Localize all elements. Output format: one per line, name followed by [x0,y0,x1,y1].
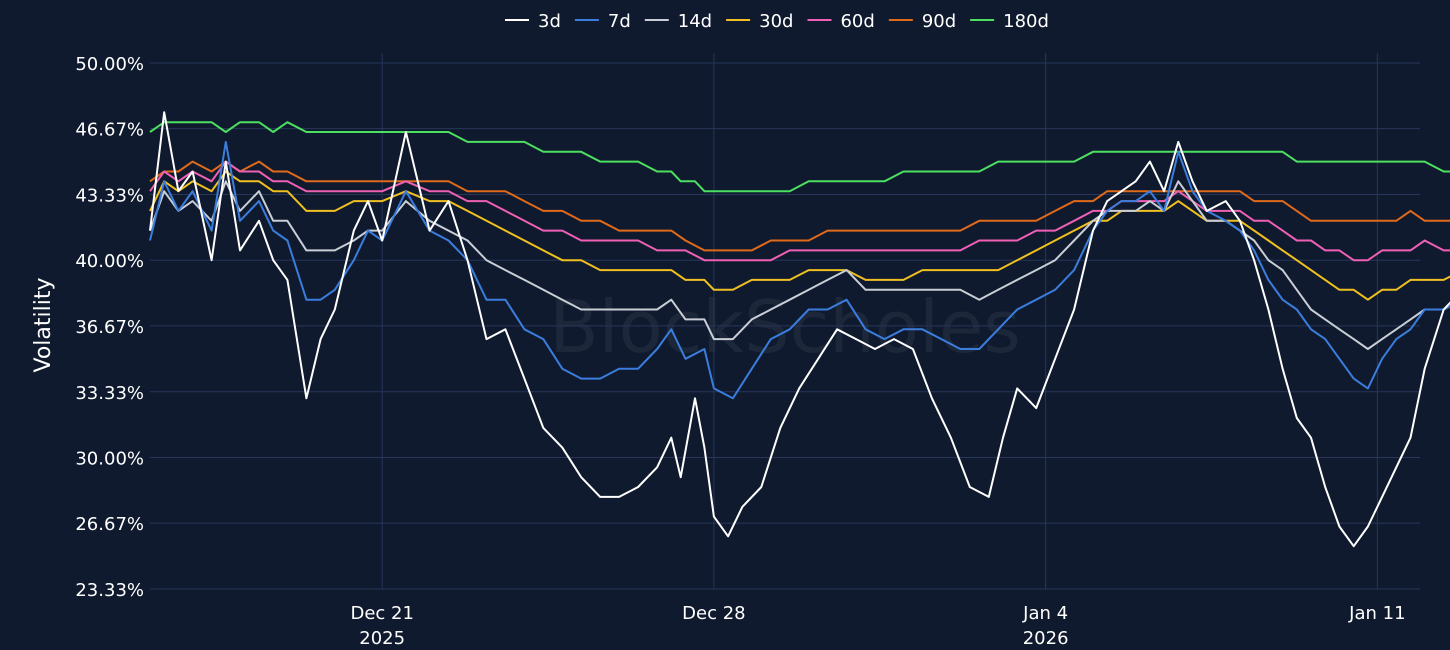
x-tick-label: Jan 4 [1022,603,1068,624]
x-tick-year-label: 2026 [1023,628,1069,649]
y-tick-label: 23.33% [75,580,144,601]
series-line-30d [149,170,1450,301]
y-tick-label: 26.67% [75,514,144,535]
legend-label-180d: 180d [1003,11,1049,32]
series-lines [149,111,1450,548]
legend-label-3d: 3d [538,11,561,32]
legend-label-30d: 30d [759,11,793,32]
x-axis-ticks: Dec 21 2025 Dec 28 Jan 4 2026 Jan 11 [350,603,1405,649]
y-tick-label: 43.33% [75,186,144,207]
y-tick-label: 46.67% [75,120,144,141]
grid-lines [150,53,1420,590]
x-tick-label: Dec 28 [682,603,745,624]
x-tick-year-label: 2025 [359,628,405,649]
series-line-14d [149,180,1450,350]
y-axis-title: Volatility [31,277,56,372]
series-line-180d [149,121,1450,193]
y-tick-label: 36.67% [75,317,144,338]
y-tick-label: 50.00% [75,54,144,75]
legend-label-7d: 7d [608,11,631,32]
x-tick-label: Jan 11 [1348,603,1405,624]
y-tick-label: 33.33% [75,383,144,404]
series-line-90d [149,160,1450,252]
y-tick-label: 40.00% [75,251,144,272]
series-line-60d [149,160,1450,262]
y-axis-ticks: 50.00% 46.67% 43.33% 40.00% 36.67% 33.33% 30.0… [75,54,144,601]
series-line-7d [149,140,1450,400]
y-tick-label: 30.00% [75,448,144,469]
x-tick-label: Dec 21 [350,603,413,624]
legend-label-60d: 60d [840,11,874,32]
legend-label-14d: 14d [678,11,712,32]
series-line-3d [149,111,1450,548]
legend: 3d 7d 14d 30d 60d 90d 180d [505,11,1049,32]
legend-label-90d: 90d [922,11,956,32]
watermark: BlockScholes [549,285,1021,369]
